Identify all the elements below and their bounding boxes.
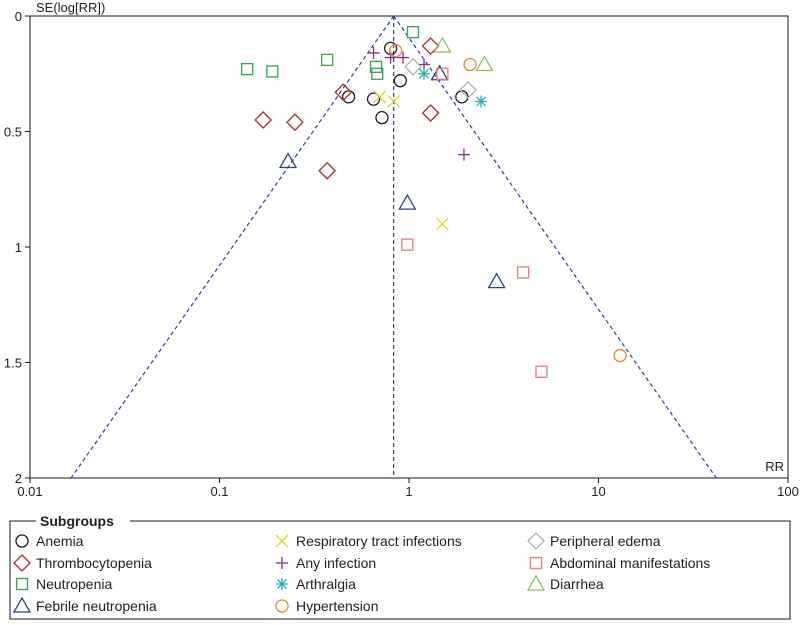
legend-marker [275,534,289,548]
legend-title: Subgroups [40,513,114,529]
legend-label: Anemia [36,533,84,549]
y-axis-label: SE(log[RR]) [36,0,105,15]
x-tick-label: 10 [591,484,605,499]
y-tick-label: 1 [15,240,22,255]
data-point [375,110,389,125]
data-point [369,60,383,73]
data-points [241,26,627,378]
data-point [418,67,431,80]
legend-label: Peripheral edema [550,533,661,549]
legend-marker [527,532,545,550]
data-point [241,62,254,76]
legend-label: Febrile neutropenia [36,598,157,614]
legend-label: Diarrhea [550,576,604,592]
legend-marker [276,557,288,569]
data-point [373,90,387,104]
legend-marker [13,554,31,572]
data-point [404,57,422,76]
data-point [266,65,279,78]
legend-marker [526,574,546,591]
data-point [334,83,353,102]
data-point [421,104,440,122]
y-tick-label: 2 [15,471,22,486]
funnel-left [70,15,395,479]
data-point [516,266,530,279]
data-point [398,193,417,210]
funnel-lines [70,15,717,479]
y-tick-label: 0.5 [4,125,22,140]
x-tick-label: 0.01 [17,484,42,499]
data-point [613,348,627,363]
legend-label: Hypertension [296,598,379,614]
legend-label: Respiratory tract infections [296,533,462,549]
data-point [436,67,449,80]
funnel-right [393,15,717,479]
data-point [371,67,384,80]
x-tick-label: 0.1 [210,484,228,499]
data-point [254,111,273,129]
legend-marker [15,577,29,591]
legend-marker [12,596,32,613]
legend: Anemia Thrombocytopenia Neutropenia Febrile… [12,532,710,614]
data-point [341,90,356,104]
legend-marker [529,556,543,570]
data-point [475,55,494,72]
x-tick-label: 100 [777,484,799,499]
data-point [435,217,449,231]
plot-frame [29,15,789,479]
data-point [535,365,548,378]
data-point [321,53,334,67]
data-point [393,74,407,88]
legend-label: Neutropenia [36,576,112,592]
legend-marker [275,599,289,613]
legend-label: Abdominal manifestations [550,555,710,571]
legend-label: Arthralgia [296,576,356,592]
data-point [433,36,452,53]
data-point [455,90,469,104]
data-point [457,148,470,161]
y-axis-ticks: 0 0.5 1 1.5 2 [4,9,30,486]
legend-marker [15,534,29,548]
data-point [366,92,381,106]
data-point [367,46,380,59]
data-point [278,152,298,169]
legend-label: Any infection [296,555,376,571]
x-tick-label: 1 [405,484,412,499]
data-point [475,95,488,108]
data-point [401,238,414,251]
y-tick-label: 0 [15,9,22,24]
legend-label: Thrombocytopenia [36,555,152,571]
x-axis-label: RR [765,459,784,474]
data-point [397,51,410,64]
data-point [463,57,477,72]
data-point [388,44,403,58]
y-tick-label: 1.5 [4,356,22,371]
data-point [318,161,337,180]
data-point [487,272,506,289]
data-point [406,26,420,39]
x-axis-ticks: 0.01 0.1 1 10 100 [17,478,799,499]
data-point [459,81,477,99]
data-point [421,37,440,55]
legend-title-bg [36,512,130,530]
legend-marker [276,578,288,590]
data-point [285,113,304,132]
legend-frame [9,520,791,620]
data-point [387,95,401,108]
